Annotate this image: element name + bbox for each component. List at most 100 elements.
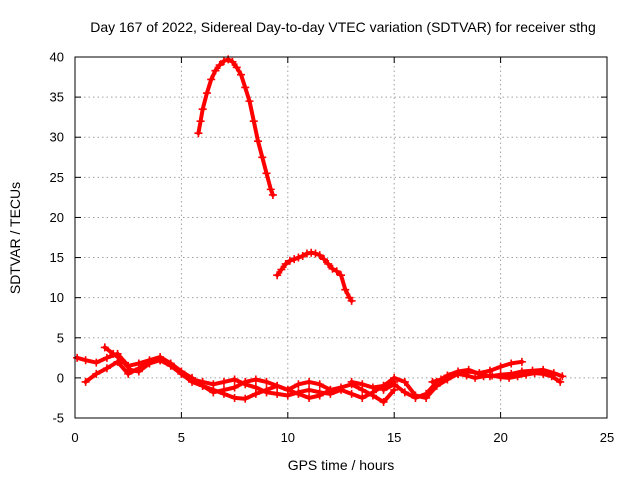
data-point	[437, 375, 446, 384]
data-point	[188, 375, 197, 384]
data-point	[347, 377, 356, 386]
data-point	[277, 265, 286, 274]
series-track	[102, 345, 397, 400]
data-point	[324, 259, 333, 268]
data-point	[219, 385, 228, 394]
plot-frame	[74, 56, 608, 419]
data-point	[145, 359, 154, 368]
data-point	[219, 57, 228, 66]
data-point	[315, 388, 324, 397]
data-point	[305, 385, 314, 394]
data-point	[100, 343, 109, 352]
series-low-c	[100, 343, 399, 402]
data-point	[507, 359, 516, 368]
data-point	[268, 190, 277, 199]
data-point	[92, 369, 101, 378]
data-point	[215, 61, 224, 70]
data-point	[390, 380, 399, 389]
data-point	[241, 83, 250, 92]
data-point	[462, 371, 471, 380]
data-point	[207, 75, 216, 84]
data-point	[241, 380, 250, 389]
data-point	[358, 393, 367, 402]
data-point	[230, 393, 239, 402]
data-point	[326, 389, 335, 398]
y-axis-label: SDTVAR / TECUs	[7, 182, 23, 294]
data-point	[337, 271, 345, 280]
x-axis-label: GPS time / hours	[288, 457, 395, 473]
data-point	[305, 393, 314, 402]
data-point	[332, 267, 341, 276]
data-point	[347, 389, 356, 398]
data-point	[219, 377, 228, 386]
data-point	[102, 353, 111, 362]
data-point	[102, 364, 111, 373]
x-tick-label: 15	[387, 430, 401, 445]
data-point	[273, 389, 282, 398]
data-point	[337, 385, 345, 394]
data-point	[209, 380, 218, 389]
data-point	[245, 97, 254, 106]
data-point	[464, 365, 473, 374]
data-point	[228, 57, 237, 66]
data-point	[513, 372, 522, 381]
data-point	[81, 377, 90, 386]
data-point	[117, 356, 126, 365]
x-tick-label: 0	[71, 430, 78, 445]
series-arc-mid	[273, 248, 356, 305]
data-point	[254, 137, 263, 146]
data-point	[73, 353, 82, 362]
data-point	[479, 372, 488, 381]
data-point	[496, 362, 505, 371]
data-point	[488, 371, 497, 380]
data-point	[109, 349, 118, 358]
data-point	[294, 253, 303, 262]
data-point	[177, 369, 186, 378]
data-point	[92, 358, 101, 367]
data-point	[198, 105, 207, 114]
data-point	[294, 388, 303, 397]
data-point	[81, 356, 90, 365]
data-point	[411, 393, 420, 402]
data-point	[368, 383, 377, 392]
y-tick-label: 40	[50, 50, 64, 65]
data-point	[558, 372, 567, 381]
data-point	[273, 271, 282, 280]
data-point	[166, 361, 175, 370]
data-point	[241, 394, 250, 403]
data-point	[305, 377, 314, 386]
y-tick-label: 5	[57, 330, 64, 345]
data-point	[517, 357, 526, 366]
data-point	[211, 66, 220, 75]
y-tick-label: 20	[50, 210, 64, 225]
data-point	[556, 377, 565, 386]
data-point	[454, 369, 463, 378]
data-point	[400, 388, 409, 397]
y-tick-label: 0	[57, 370, 64, 385]
data-point	[262, 377, 271, 386]
chart-title: Day 167 of 2022, Sidereal Day-to-day VTE…	[90, 19, 596, 35]
data-point	[198, 377, 207, 386]
series-low-f	[428, 369, 565, 386]
tick-layer: 0 5 10 15 20 25 -5 0 5 10 15 20 25 30 35 40	[50, 50, 615, 446]
series-track	[75, 351, 333, 401]
x-tick-label: 20	[493, 430, 507, 445]
data-point	[156, 356, 165, 365]
data-point	[262, 169, 271, 178]
data-point	[294, 380, 303, 389]
series-arc-high	[194, 55, 277, 199]
series-track	[430, 371, 563, 384]
data-point	[358, 380, 367, 389]
data-point	[539, 369, 548, 378]
data-point	[347, 296, 356, 305]
data-point	[315, 380, 324, 389]
data-point	[496, 373, 505, 382]
y-tick-label: 35	[50, 90, 64, 105]
y-tick-label: -5	[52, 411, 64, 426]
data-point	[230, 383, 239, 392]
data-point	[290, 255, 299, 264]
data-point	[298, 251, 307, 260]
data-layer	[73, 55, 567, 406]
y-tick-label: 25	[50, 170, 64, 185]
y-tick-label: 10	[50, 290, 64, 305]
